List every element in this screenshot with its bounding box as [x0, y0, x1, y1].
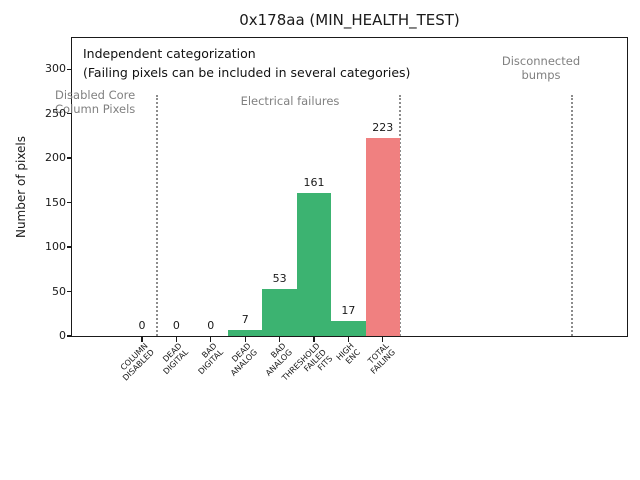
x-axis-tick [279, 337, 281, 342]
y-axis-label: Number of pixels [14, 135, 28, 239]
y-axis-tick-label: 50 [52, 284, 66, 298]
bar-value-label: 53 [272, 271, 287, 285]
bar-value-label: 0 [207, 319, 215, 332]
y-axis-tick-label: 300 [45, 62, 66, 76]
bar [228, 329, 263, 336]
note-failing-pixels: (Failing pixels can be included in sever… [83, 65, 411, 80]
region-label-disconnected-bumps: Disconnected bumps [501, 54, 581, 82]
y-axis-tick [67, 113, 72, 115]
y-axis-tick [67, 201, 72, 204]
x-axis-tick [313, 337, 315, 342]
bar-value-label: 0 [138, 319, 146, 332]
y-axis-tick [67, 290, 72, 293]
plot-area: Independent categorization (Failing pixe… [45, 37, 628, 383]
bar [331, 320, 366, 336]
x-axis-tick [141, 337, 143, 342]
y-axis-tick-label: 100 [45, 240, 66, 254]
x-axis-tick [347, 337, 349, 342]
y-axis-tick [67, 246, 72, 248]
x-axis-tick [244, 337, 246, 342]
bar-value-label: 7 [241, 312, 249, 326]
bar-value-label: 223 [372, 120, 394, 134]
chart-title: 0x178aa (MIN_HEALTH_TEST) [239, 11, 460, 29]
y-axis-tick-label: 250 [45, 106, 66, 120]
bar-value-label: 161 [303, 175, 325, 189]
bar-value-label: 0 [172, 319, 180, 332]
x-axis-tick [210, 337, 212, 342]
bar [296, 192, 332, 336]
region-separator-dotted-line [155, 95, 158, 336]
y-axis-tick-label: 200 [45, 151, 66, 165]
y-axis-tick [67, 68, 72, 70]
region-label-electrical-failures: Electrical failures [240, 94, 340, 108]
y-axis-tick-label: 0 [59, 329, 66, 342]
y-axis-tick [67, 335, 72, 337]
region-label-disabled-core-column-pixels: Disabled Core Column Pixels [55, 88, 136, 116]
note-independent-categorization: Independent categorization [83, 46, 256, 61]
x-axis-tick [382, 337, 384, 342]
x-axis-tick [175, 337, 177, 342]
bar [365, 137, 400, 336]
region-separator-dotted-line [571, 95, 573, 336]
y-axis-tick-label: 150 [45, 195, 66, 209]
bar-value-label: 17 [341, 303, 356, 317]
bar [262, 288, 297, 336]
y-axis-tick [67, 157, 72, 159]
